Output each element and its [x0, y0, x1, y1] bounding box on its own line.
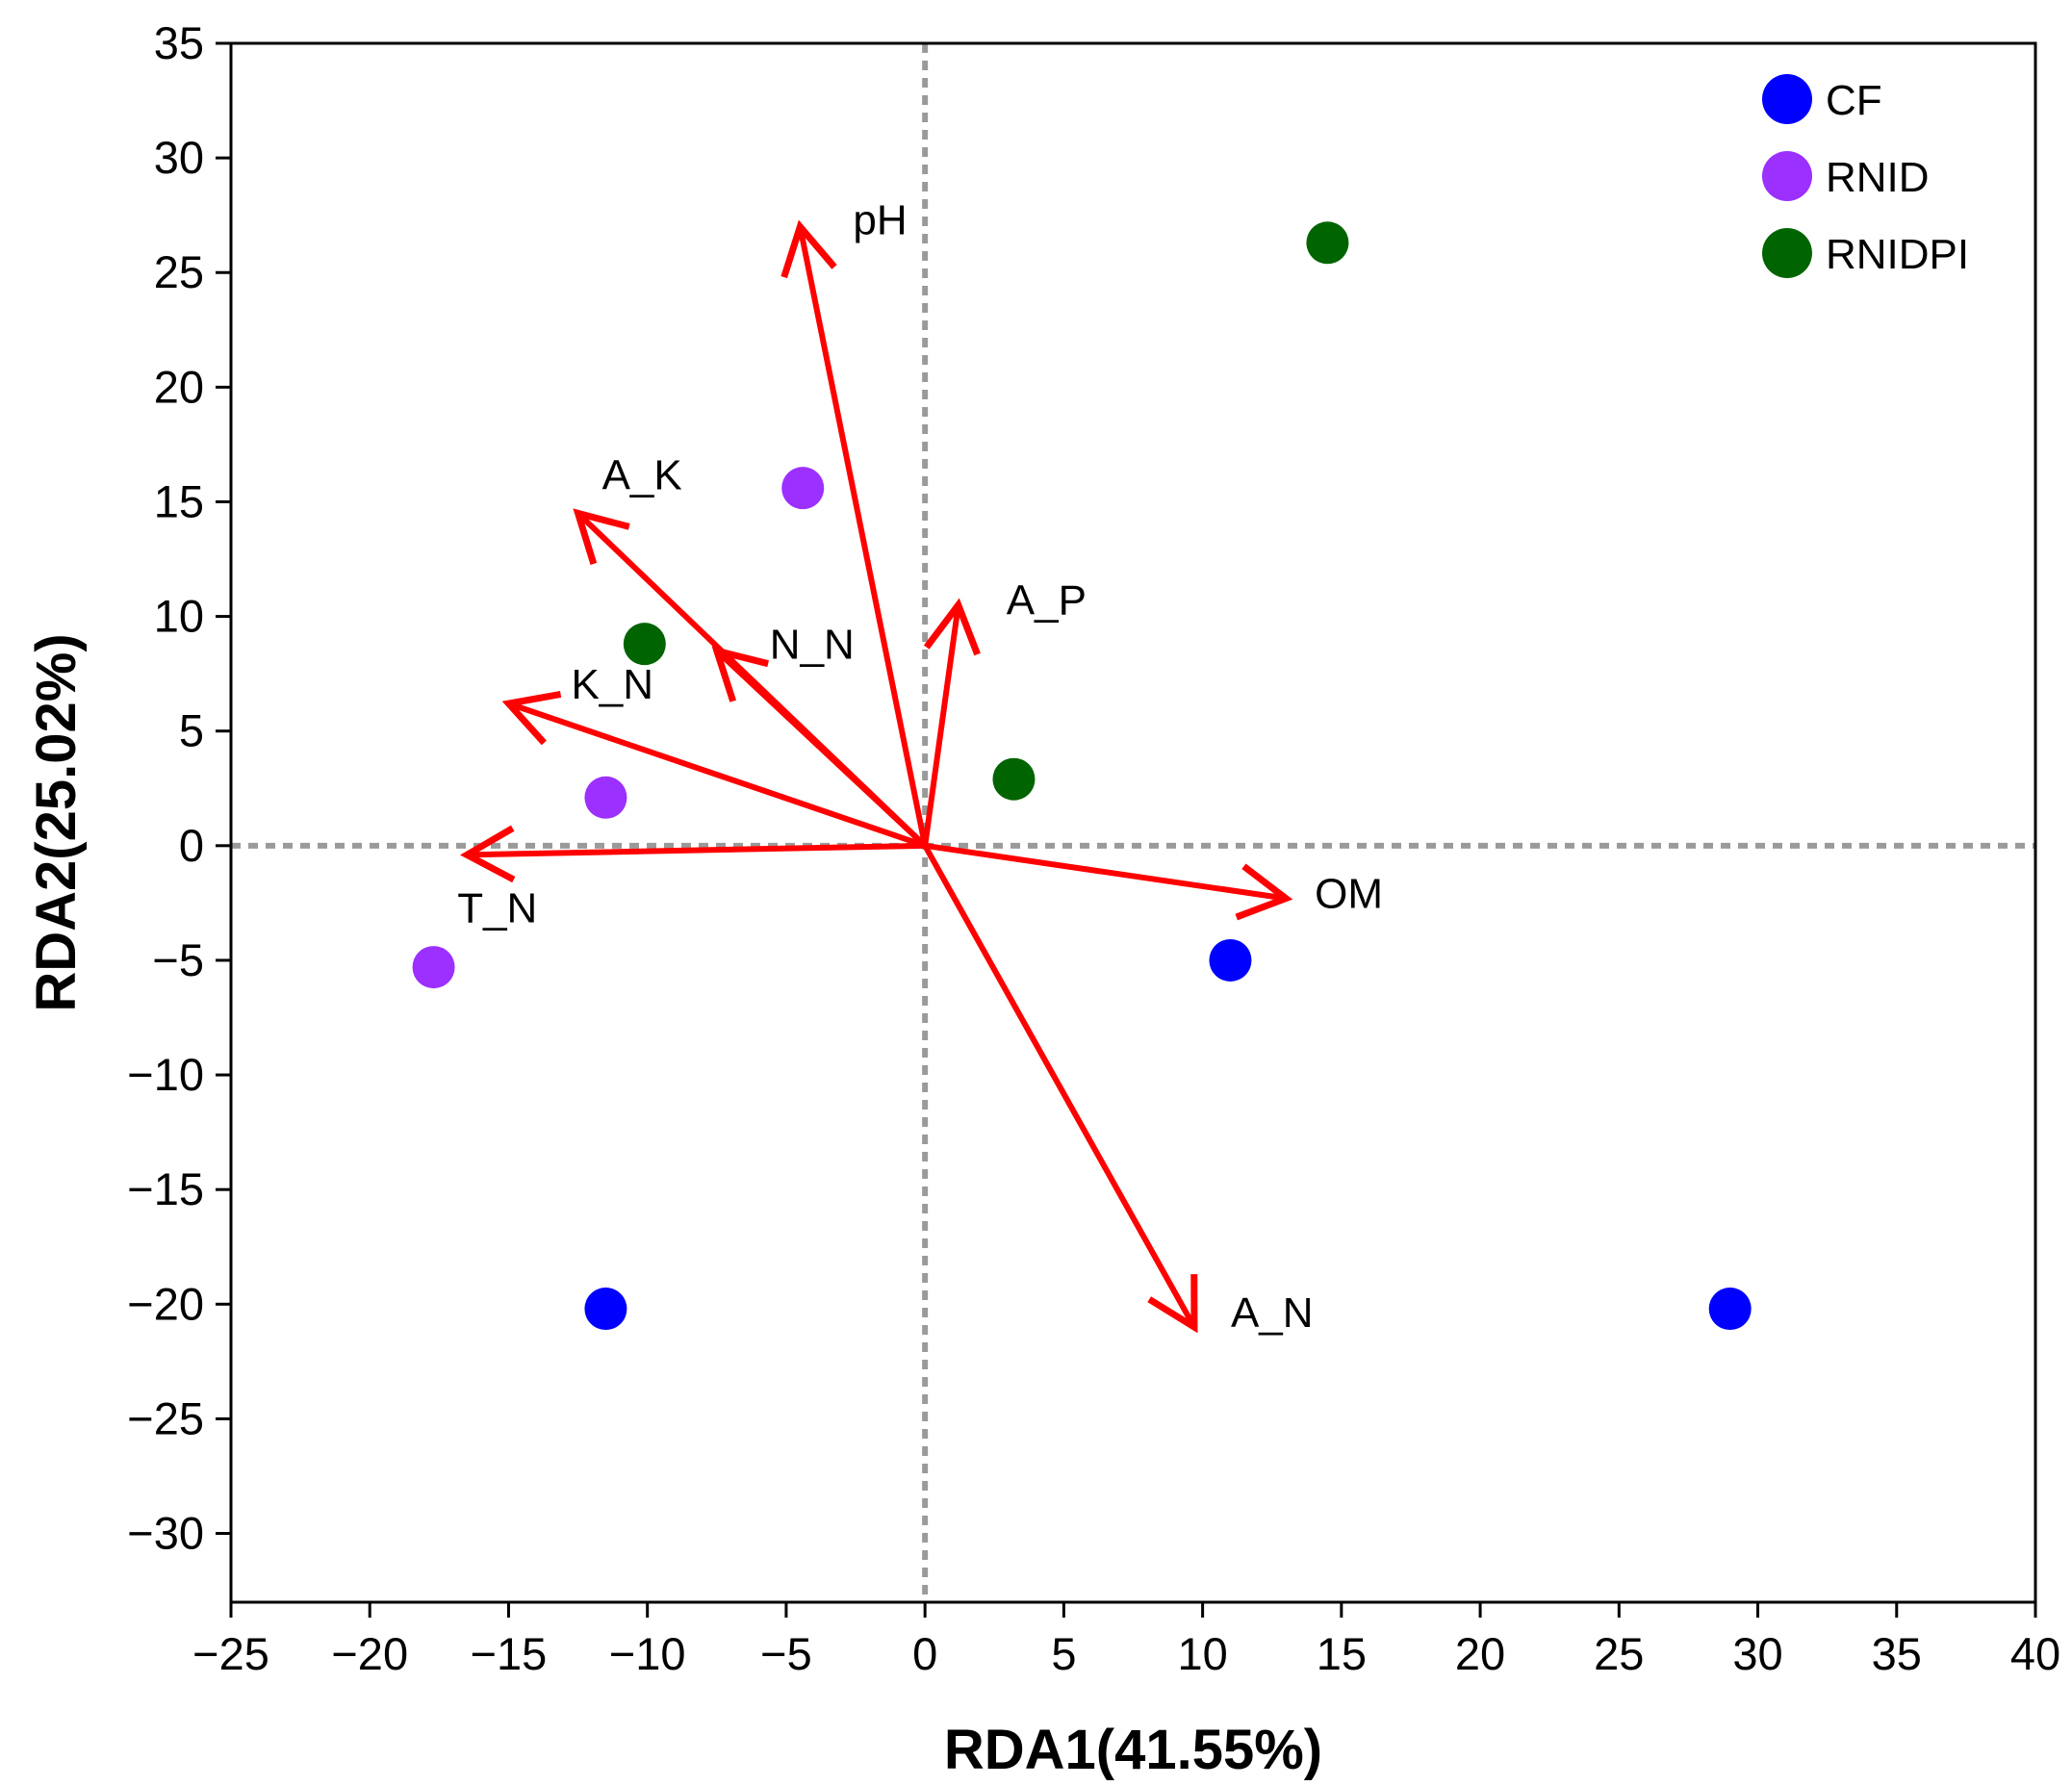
x-tick-label: −25 — [192, 1628, 269, 1679]
vector-shaft — [505, 701, 929, 849]
y-tick-label: 25 — [154, 246, 204, 297]
legend-label: RNIDPI — [1826, 231, 1969, 278]
reference-lines — [231, 43, 2035, 1602]
vector-arrowhead — [573, 508, 630, 565]
vector-label: A_P — [1007, 577, 1087, 625]
x-tick-label: 15 — [1317, 1628, 1367, 1679]
x-tick-label: 35 — [1872, 1628, 1922, 1679]
legend-label: RNID — [1826, 154, 1930, 201]
y-axis-title: RDA2(25.02%) — [25, 633, 88, 1011]
y-tick-label: 20 — [154, 361, 204, 412]
legend-item-rnidpi: RNIDPI — [1762, 228, 1969, 278]
x-tick-label: −10 — [609, 1628, 686, 1679]
vector-arrowhead — [501, 690, 562, 746]
y-tick-label: −20 — [127, 1278, 204, 1329]
vector-ph: pH — [780, 197, 929, 849]
y-tick-label: −5 — [152, 934, 204, 985]
vector-shaft — [922, 842, 1290, 902]
point-rnidpi — [992, 757, 1036, 801]
x-tick-label: −15 — [471, 1628, 548, 1679]
vector-arrowhead — [1235, 863, 1293, 921]
point-cf — [584, 1288, 627, 1331]
legend-marker — [1762, 151, 1812, 201]
vector-shaft — [797, 223, 929, 849]
vector-a-n: A_N — [922, 842, 1314, 1337]
y-tick-label: 5 — [179, 705, 204, 756]
legend-item-cf: CF — [1762, 74, 1882, 124]
y-tick-label: 15 — [154, 475, 204, 526]
x-axis-title: RDA1(41.55%) — [944, 1719, 1322, 1781]
vector-arrowhead — [780, 219, 837, 279]
legend-marker — [1762, 228, 1812, 278]
x-tick-label: 20 — [1455, 1628, 1505, 1679]
y-tick-label: 35 — [154, 17, 204, 68]
legend-marker — [1762, 74, 1812, 124]
legend: CF RNID RNIDPI — [1762, 74, 1969, 278]
legend-label: CF — [1826, 77, 1882, 124]
vector-t-n: T_N — [457, 825, 929, 931]
y-tick-label: 0 — [179, 820, 204, 871]
vector-label: A_N — [1231, 1289, 1314, 1337]
vector-a-p: A_P — [922, 577, 1087, 849]
point-rnid — [781, 467, 825, 510]
y-tick-label: −25 — [127, 1392, 204, 1443]
vector-shaft — [713, 648, 929, 849]
vector-n-n: N_N — [711, 621, 929, 849]
vector-arrowhead — [923, 598, 981, 656]
y-tick-label: −10 — [127, 1049, 204, 1100]
x-axis-ticks: −25 −20 −15 −10 −5 0 5 10 15 20 25 30 35 40 — [192, 1602, 2060, 1679]
vector-shaft — [922, 842, 1197, 1331]
y-tick-label: 10 — [154, 591, 204, 642]
vector-label: pH — [853, 197, 907, 244]
sample-points — [412, 221, 1752, 1331]
x-tick-label: 30 — [1732, 1628, 1782, 1679]
plot-frame — [229, 41, 2037, 1604]
vector-arrowhead — [459, 825, 516, 883]
vector-arrowhead — [711, 646, 770, 702]
vector-label: A_K — [602, 451, 682, 498]
y-tick-label: 30 — [154, 132, 204, 183]
vector-arrowhead — [1147, 1274, 1198, 1334]
vector-om: OM — [922, 842, 1383, 921]
point-rnid — [412, 946, 455, 989]
vector-k-n: K_N — [501, 661, 929, 849]
vector-shaft — [922, 601, 961, 849]
vector-label: OM — [1315, 871, 1383, 918]
vector-label: N_N — [770, 621, 855, 668]
x-tick-label: −20 — [331, 1628, 408, 1679]
vector-arrows: pH A_K N_N A_P K_N T_N OM A_N — [457, 197, 1383, 1338]
y-axis-ticks: 35 30 25 20 15 10 5 0 −5 −10 −15 −20 −25 −30 — [127, 17, 231, 1559]
y-tick-label: −15 — [127, 1163, 204, 1214]
x-tick-label: 25 — [1594, 1628, 1644, 1679]
x-tick-label: −5 — [760, 1628, 812, 1679]
x-tick-label: 10 — [1177, 1628, 1227, 1679]
legend-item-rnid: RNID — [1762, 151, 1930, 201]
point-rnid — [584, 776, 627, 819]
point-cf — [1708, 1288, 1752, 1331]
x-tick-label: 5 — [1051, 1628, 1076, 1679]
point-rnidpi — [623, 623, 666, 666]
vector-label: K_N — [571, 661, 653, 708]
point-cf — [1209, 938, 1252, 982]
point-rnidpi — [1306, 221, 1349, 265]
y-tick-label: −30 — [127, 1508, 204, 1559]
x-tick-label: 0 — [912, 1628, 937, 1679]
vector-label: T_N — [457, 884, 537, 931]
x-tick-label: 40 — [2010, 1628, 2060, 1679]
vector-shaft — [464, 842, 929, 858]
